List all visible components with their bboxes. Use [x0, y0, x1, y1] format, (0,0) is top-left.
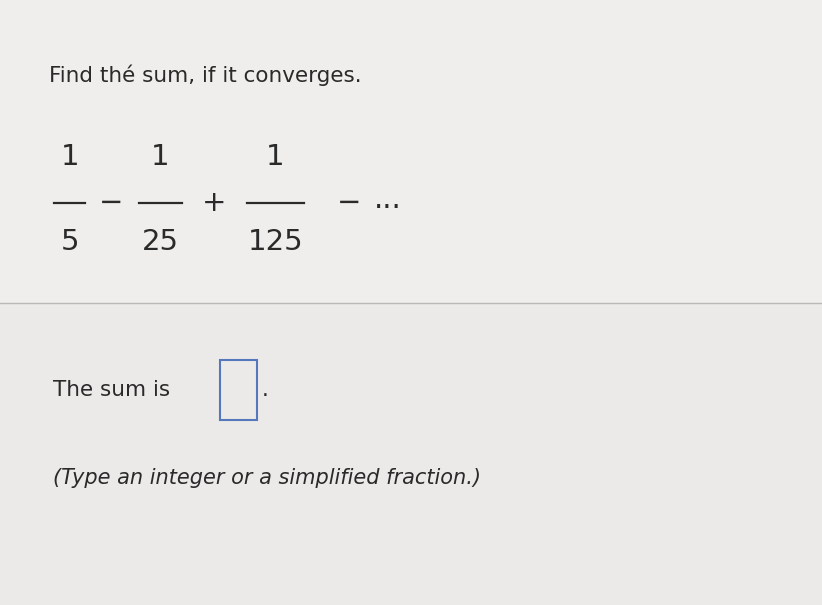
Text: ...: ...: [374, 186, 402, 214]
Text: .: .: [261, 380, 268, 401]
Text: 1: 1: [266, 143, 284, 171]
Text: 1: 1: [151, 143, 169, 171]
Text: −: −: [99, 189, 123, 217]
Text: 1: 1: [61, 143, 79, 171]
Text: 5: 5: [61, 228, 79, 256]
Text: −: −: [337, 189, 362, 217]
Bar: [0, 302, 822, 605]
Text: +: +: [201, 189, 226, 217]
Text: (Type an integer or a simplified fraction.): (Type an integer or a simplified fractio…: [53, 468, 482, 488]
Bar: [0, 0, 822, 302]
Text: 125: 125: [247, 228, 303, 256]
Text: Find thé sum, if it converges.: Find thé sum, if it converges.: [49, 65, 362, 87]
Text: The sum is: The sum is: [53, 380, 170, 401]
FancyBboxPatch shape: [220, 360, 257, 420]
Text: 25: 25: [141, 228, 179, 256]
